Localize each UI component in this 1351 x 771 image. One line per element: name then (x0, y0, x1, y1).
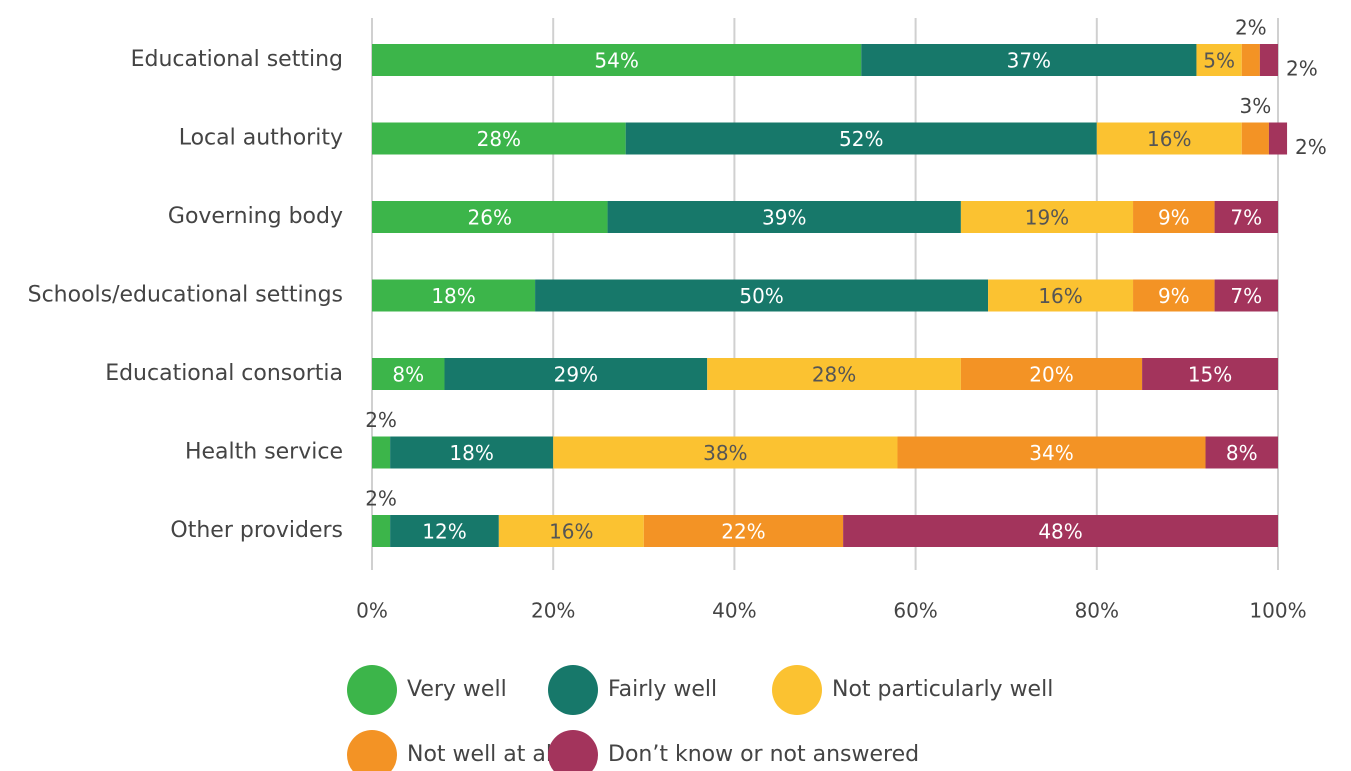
bar-segment (1241, 44, 1260, 76)
bar-segment (1214, 201, 1278, 233)
x-tick-label: 40% (712, 599, 756, 623)
bar-segment (988, 279, 1134, 312)
data-label: 8% (1226, 441, 1258, 465)
bar-segment (960, 201, 1134, 233)
data-label: 2% (1295, 135, 1327, 159)
bar-segment (372, 358, 445, 390)
data-label: 28% (812, 363, 856, 387)
data-label: 29% (554, 363, 598, 387)
data-label: 39% (762, 206, 806, 230)
bar-segment (960, 358, 1143, 390)
bar-segment (607, 201, 961, 233)
data-label: 2% (365, 487, 397, 511)
bar-segment (643, 515, 844, 547)
bar-segment (390, 515, 499, 547)
category-label: Educational consortia (105, 361, 343, 386)
bar-segment (1241, 122, 1269, 155)
bar-segment (1096, 122, 1242, 155)
data-label: 16% (1038, 284, 1082, 308)
data-label: 34% (1029, 441, 1073, 465)
bar-segment (707, 358, 961, 390)
bar-segment (372, 44, 862, 76)
bar-segment (1142, 358, 1278, 390)
bar-segment (897, 436, 1206, 469)
x-tick-label: 20% (531, 599, 575, 623)
data-label: 19% (1025, 206, 1069, 230)
data-label: 22% (721, 520, 765, 544)
data-label: 9% (1158, 284, 1190, 308)
x-tick-label: 80% (1075, 599, 1119, 623)
legend-label: Very well (407, 677, 507, 702)
legend-swatch (347, 730, 397, 771)
bar-segment (843, 515, 1278, 547)
legend-swatch (548, 730, 598, 771)
bar-segment (372, 201, 608, 233)
data-label: 12% (422, 520, 466, 544)
bar-segment (372, 122, 626, 155)
data-label: 7% (1230, 284, 1262, 308)
data-label: 28% (477, 127, 521, 151)
data-label: 2% (365, 408, 397, 432)
bar-segment (1268, 122, 1288, 155)
bar-segment (625, 122, 1097, 155)
bar-segment (535, 279, 989, 312)
legend-label: Don’t know or not answered (608, 742, 919, 767)
data-label: 37% (1007, 49, 1051, 73)
category-label: Governing body (168, 204, 343, 229)
data-label: 2% (1286, 57, 1318, 81)
data-label: 16% (549, 520, 593, 544)
data-label: 20% (1029, 363, 1073, 387)
category-label: Other providers (170, 518, 343, 543)
category-label: Educational setting (131, 47, 343, 72)
x-tick-label: 60% (893, 599, 937, 623)
category-label: Schools/educational settings (28, 283, 343, 308)
category-label: Health service (185, 440, 343, 465)
bar-segment (1259, 44, 1278, 76)
data-label: 18% (431, 284, 475, 308)
bar-segment (1205, 436, 1278, 469)
data-label: 9% (1158, 206, 1190, 230)
legend-swatch (347, 665, 397, 715)
bar-segment (1133, 201, 1215, 233)
legend-swatch (772, 665, 822, 715)
bar-segment (1214, 279, 1278, 312)
data-label: 52% (839, 127, 883, 151)
bar-segment (390, 436, 554, 469)
data-label: 26% (468, 206, 512, 230)
bar-segment (372, 279, 536, 312)
data-label: 5% (1203, 49, 1235, 73)
data-label: 2% (1235, 16, 1267, 40)
x-tick-label: 0% (356, 599, 388, 623)
x-tick-label: 100% (1249, 599, 1306, 623)
bar-segment (444, 358, 708, 390)
data-label: 54% (594, 49, 638, 73)
data-label: 15% (1188, 363, 1232, 387)
data-label: 48% (1038, 520, 1082, 544)
data-label: 18% (449, 441, 493, 465)
data-label: 38% (703, 441, 747, 465)
data-label: 3% (1239, 94, 1271, 118)
bar-segment (372, 515, 391, 547)
bar-segment (1133, 279, 1215, 312)
legend-label: Not well at all (407, 742, 558, 767)
bar-segment (372, 436, 391, 469)
data-label: 8% (392, 363, 424, 387)
legend-label: Not particularly well (832, 677, 1053, 702)
data-label: 16% (1147, 127, 1191, 151)
legend-swatch (548, 665, 598, 715)
bar-segment (861, 44, 1197, 76)
data-label: 50% (739, 284, 783, 308)
legend-label: Fairly well (608, 677, 717, 702)
bar-segment (553, 436, 898, 469)
bar-segment (498, 515, 644, 547)
data-label: 7% (1230, 206, 1262, 230)
bar-segment (1196, 44, 1242, 76)
category-label: Local authority (179, 126, 343, 151)
